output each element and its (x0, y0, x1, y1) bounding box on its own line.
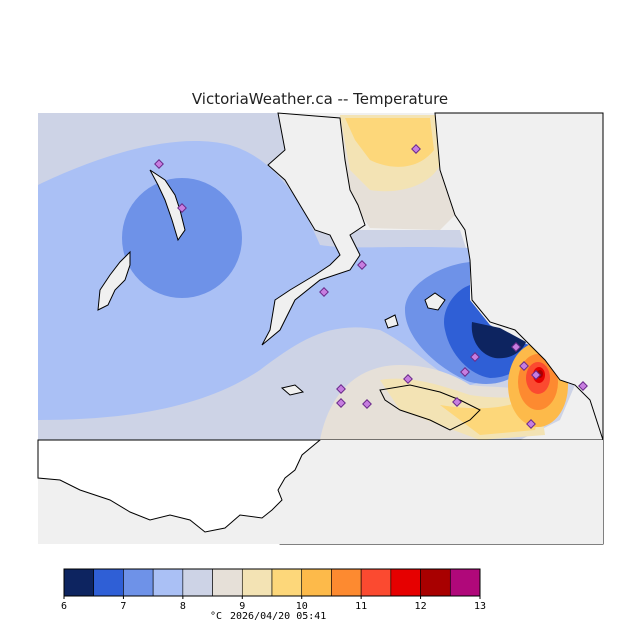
legend-bin (63, 568, 95, 597)
legend-bin (93, 568, 124, 597)
land-far-east (434, 112, 604, 441)
island-east-1 (424, 292, 446, 311)
station-marker (357, 260, 367, 270)
legend-outline (63, 568, 481, 597)
map-title: VictoriaWeather.ca -- Temperature (191, 90, 449, 108)
legend-bin (420, 568, 451, 597)
weather-stations (154, 144, 588, 429)
island-west (97, 250, 131, 311)
legend-bin (241, 568, 273, 597)
station-marker (403, 374, 413, 384)
island-central (149, 169, 186, 242)
station-marker (362, 399, 372, 409)
legend-bin (271, 568, 303, 597)
legend-bin (301, 568, 332, 597)
legend-bin (212, 568, 243, 597)
legend-ticks: 6 7 8 9 10 11 12 13 (61, 596, 486, 612)
station-marker (511, 342, 521, 352)
legend-bin (123, 568, 154, 597)
temp-zone-7-7.5-core (122, 178, 242, 298)
station-marker (154, 159, 164, 169)
temp-zone-6-6.5 (471, 322, 526, 359)
station-marker (336, 398, 346, 408)
station-marker (460, 367, 470, 377)
station-marker (470, 352, 480, 362)
station-marker (336, 384, 346, 394)
legend-tick-label: 10 (296, 601, 308, 612)
station-marker (177, 203, 187, 213)
station-marker (526, 419, 536, 429)
legend-unit-label: °C (210, 611, 222, 622)
legend-tick-label: 8 (180, 601, 186, 612)
station-marker (578, 381, 588, 391)
land-east (261, 112, 366, 346)
legend-tick-label: 12 (415, 601, 427, 612)
legend-tick-label: 9 (239, 601, 245, 612)
island-south-1 (280, 384, 305, 396)
legend-bin (152, 568, 184, 597)
south-white-land (37, 439, 322, 533)
station-marker (531, 370, 541, 380)
legend-bin (449, 568, 481, 597)
legend-bin (182, 568, 213, 597)
legend-tick-label: 11 (355, 601, 367, 612)
legend-bins (63, 568, 481, 597)
legend-tick-label: 6 (61, 601, 67, 612)
station-marker (411, 144, 421, 154)
station-marker (452, 397, 462, 407)
legend-tick-label: 7 (120, 601, 126, 612)
temp-zone-9.5-10-north (345, 118, 434, 167)
station-marker (319, 287, 329, 297)
legend-timestamp: 2026/04/20 05:41 (230, 611, 326, 622)
island-east-2 (384, 314, 399, 329)
station-marker (519, 361, 529, 371)
legend-tick-label: 13 (474, 601, 486, 612)
island-south-2 (379, 384, 481, 431)
legend-bin (390, 568, 421, 597)
legend-bin (360, 568, 392, 597)
legend-bin (331, 568, 362, 597)
